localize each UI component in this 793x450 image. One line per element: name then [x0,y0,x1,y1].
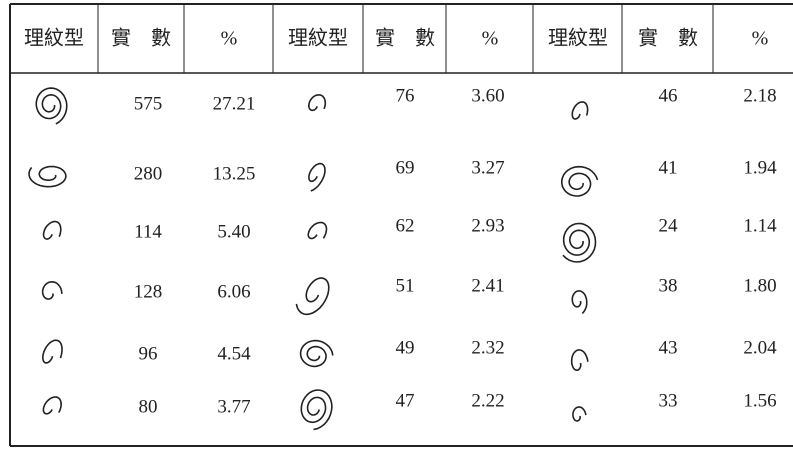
count-cell: 46 [659,85,678,106]
pattern-icon [41,339,63,364]
pattern-icon [28,165,67,188]
percent-cell: 2.04 [743,337,777,358]
count-cell: 69 [396,157,415,178]
count-cell: 38 [659,275,678,296]
percent-cell: 1.94 [743,157,777,178]
pattern-icon [561,165,599,197]
percent-cell: 3.77 [217,396,250,417]
pattern-icon [42,396,63,415]
count-cell: 280 [134,163,163,184]
count-cell: 47 [396,390,415,411]
percent-cell: 2.18 [743,85,776,106]
header-cell: 理紋型 [24,27,84,50]
pattern-icon [308,162,326,192]
pattern-icon [572,406,587,422]
percent-cell: 2.93 [471,215,504,236]
count-cell: 575 [134,93,163,114]
count-cell: 49 [396,337,415,358]
pattern-icon [300,389,333,431]
percent-cell: 2.32 [471,337,504,358]
header-cell: 理紋型 [548,27,608,50]
count-cell: 76 [396,85,415,106]
pattern-icon [42,220,62,240]
percent-cell: 4.54 [217,343,251,364]
count-cell: 80 [139,396,158,417]
header-cell: 實 數 [638,27,698,50]
count-cell: 128 [134,281,163,302]
percent-cell: 2.22 [471,390,504,411]
header-cell: 實 數 [375,27,435,50]
percent-cell: 6.06 [217,281,250,302]
percent-cell: 3.27 [471,157,504,178]
percent-cell: 2.41 [471,275,504,296]
count-cell: 33 [659,390,678,411]
pattern-icon [570,349,589,372]
count-cell: 114 [134,221,162,242]
percent-cell: 27.21 [213,93,256,114]
header-cell: % [482,28,499,50]
count-cell: 96 [139,343,158,364]
percent-cell: 1.56 [743,390,776,411]
pattern-icon [295,277,330,316]
percent-cell: 1.14 [743,215,777,236]
pattern-icon [41,280,63,300]
count-cell: 41 [659,157,678,178]
header-cell: % [752,28,769,50]
header-cell: 理紋型 [288,27,348,50]
header-cell: 實 數 [111,27,171,50]
count-cell: 62 [396,215,415,236]
percent-cell: 13.25 [213,163,256,184]
count-cell: 24 [659,215,679,236]
count-cell: 51 [396,275,415,296]
pattern-icon [307,94,327,112]
count-cell: 43 [659,337,678,358]
percent-cell: 1.80 [743,275,776,296]
pattern-icon [571,290,588,314]
pattern-icon [35,87,68,125]
percent-cell: 5.40 [217,221,250,242]
pattern-icon [571,101,589,120]
pattern-icon [307,221,328,240]
column-rules [97,4,714,73]
pattern-icon [562,222,597,263]
header-cell: % [221,28,238,50]
pattern-icon [299,339,334,368]
percent-cell: 3.60 [471,85,504,106]
